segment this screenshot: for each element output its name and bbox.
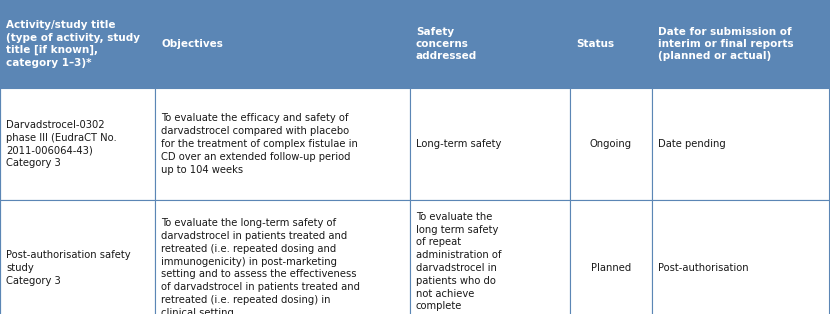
- Bar: [410, 200, 570, 314]
- Text: Ongoing: Ongoing: [590, 139, 632, 149]
- Text: Long-term safety: Long-term safety: [416, 139, 501, 149]
- Bar: [0, 88, 155, 200]
- Bar: [652, 88, 830, 200]
- Bar: [570, 88, 652, 200]
- Text: Objectives: Objectives: [161, 39, 223, 49]
- Bar: [155, 88, 410, 200]
- Text: Post-authorisation: Post-authorisation: [658, 263, 749, 273]
- Text: Date pending: Date pending: [658, 139, 725, 149]
- Text: Darvadstrocel-0302
phase III (EudraCT No.
2011-006064-43)
Category 3: Darvadstrocel-0302 phase III (EudraCT No…: [6, 120, 117, 168]
- Bar: [652, 0, 830, 88]
- Text: Post-authorisation safety
study
Category 3: Post-authorisation safety study Category…: [6, 250, 130, 286]
- Text: To evaluate the long-term safety of
darvadstrocel in patients treated and
retrea: To evaluate the long-term safety of darv…: [161, 218, 360, 314]
- Bar: [155, 200, 410, 314]
- Text: To evaluate the efficacy and safety of
darvadstrocel compared with placebo
for t: To evaluate the efficacy and safety of d…: [161, 113, 358, 175]
- Bar: [0, 0, 155, 88]
- Bar: [652, 200, 830, 314]
- Text: Planned: Planned: [591, 263, 631, 273]
- Text: Date for submission of
interim or final reports
(planned or actual): Date for submission of interim or final …: [658, 27, 793, 62]
- Bar: [410, 88, 570, 200]
- Bar: [410, 0, 570, 88]
- Text: Safety
concerns
addressed: Safety concerns addressed: [416, 27, 477, 62]
- Bar: [0, 200, 155, 314]
- Bar: [570, 200, 652, 314]
- Text: Activity/study title
(type of activity, study
title [if known],
category 1–3)*: Activity/study title (type of activity, …: [6, 20, 140, 68]
- Bar: [155, 0, 410, 88]
- Text: To evaluate the
long term safety
of repeat
administration of
darvadstrocel in
pa: To evaluate the long term safety of repe…: [416, 212, 501, 314]
- Bar: [570, 0, 652, 88]
- Text: Status: Status: [576, 39, 614, 49]
